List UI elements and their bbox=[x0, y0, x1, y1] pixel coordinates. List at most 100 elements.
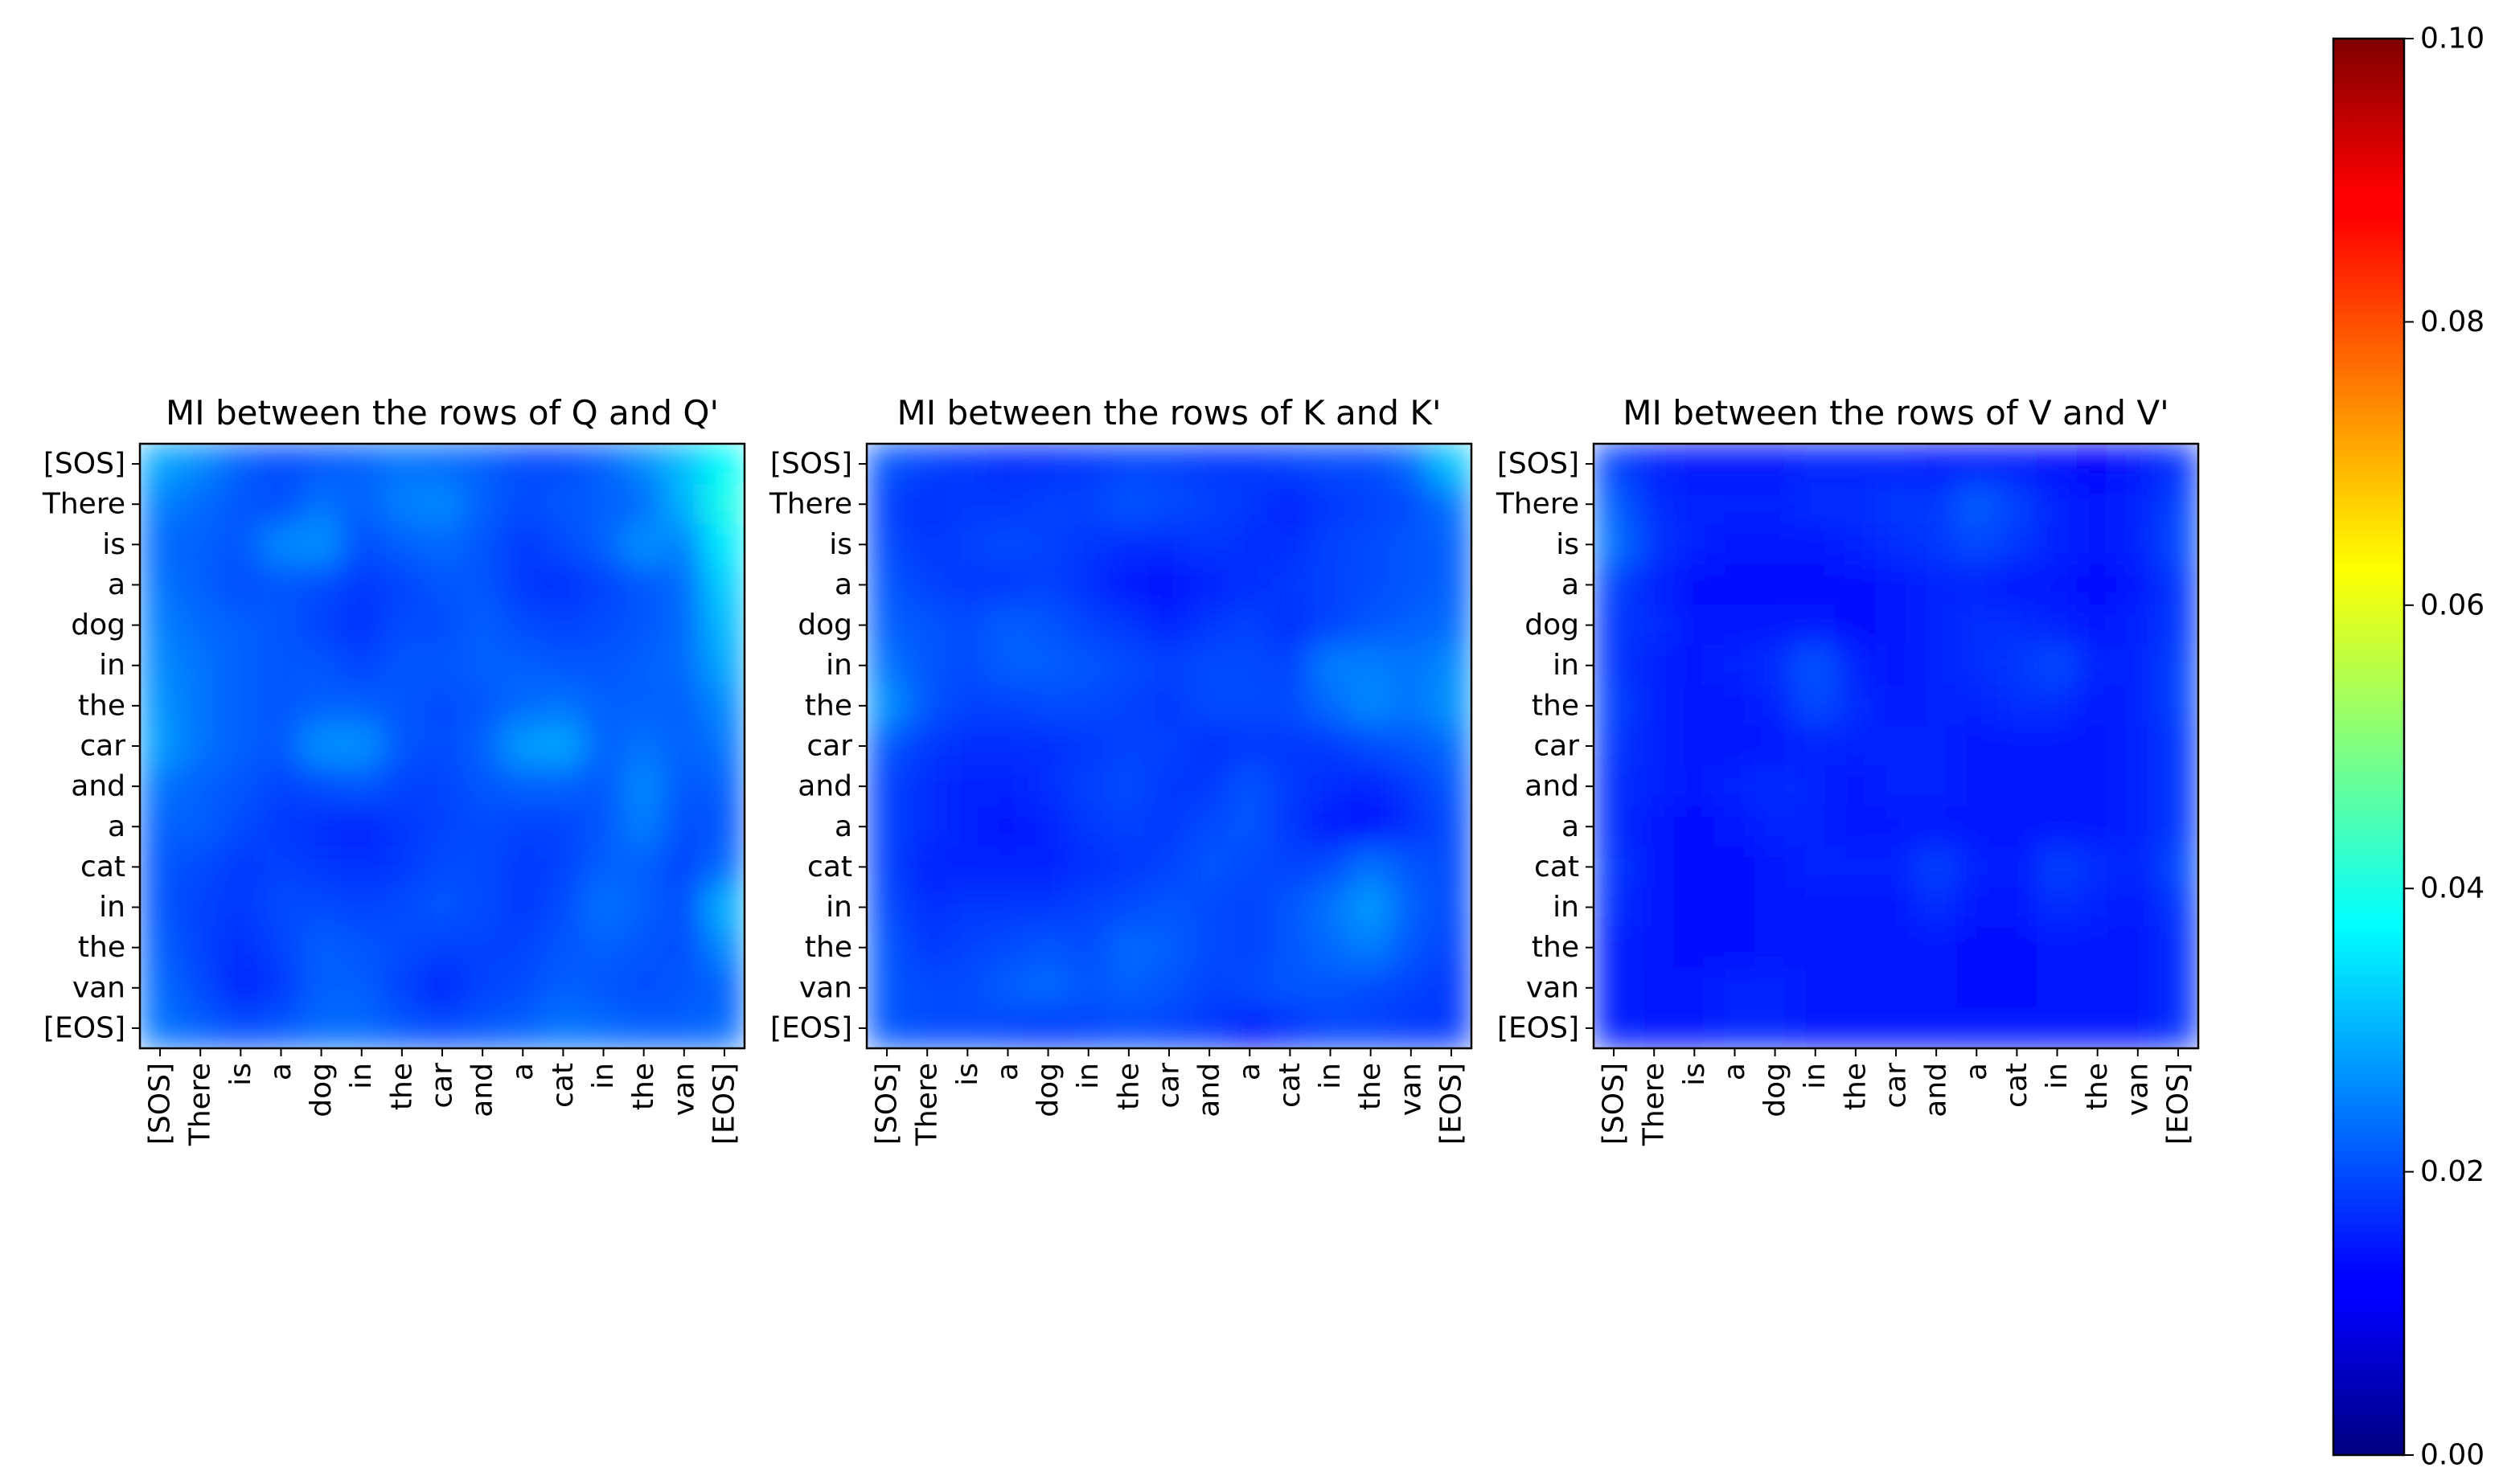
heatmap-cell bbox=[1108, 927, 1150, 969]
heatmap-cell bbox=[906, 483, 948, 525]
y-tick-label: car bbox=[80, 730, 125, 763]
heatmap-cell bbox=[1835, 444, 1877, 485]
heatmap-cell bbox=[1229, 725, 1270, 767]
heatmap-cell bbox=[1350, 564, 1392, 606]
y-tick-label: the bbox=[1532, 689, 1579, 722]
heatmap-cell bbox=[1633, 1007, 1675, 1048]
heatmap-cell bbox=[1269, 523, 1311, 565]
heatmap-cell bbox=[2157, 1007, 2198, 1048]
heatmap-cell bbox=[1875, 1007, 1917, 1048]
y-tick-label: [SOS] bbox=[43, 448, 125, 481]
y-tick-label: a bbox=[108, 810, 125, 843]
x-tick-label: is bbox=[224, 1063, 257, 1086]
heatmap-cell bbox=[462, 605, 503, 646]
heatmap-cell bbox=[1028, 725, 1069, 767]
x-tick-label: [EOS] bbox=[1434, 1063, 1467, 1145]
heatmap-cell bbox=[1028, 483, 1069, 525]
heatmap-cell bbox=[2036, 967, 2078, 1009]
heatmap-cell bbox=[623, 806, 665, 847]
heatmap-cell bbox=[867, 846, 908, 888]
x-tick-label: cat bbox=[1274, 1063, 1307, 1108]
heatmap-cell bbox=[1430, 685, 1471, 727]
y-tick-label: and bbox=[1524, 770, 1579, 803]
heatmap-cell bbox=[2036, 1007, 2078, 1048]
heatmap-cell bbox=[1875, 806, 1917, 847]
heatmap-cell bbox=[1673, 927, 1715, 969]
heatmap-cell bbox=[1188, 846, 1230, 888]
heatmap-cell bbox=[140, 967, 181, 1009]
heatmap-cell bbox=[220, 806, 261, 847]
heatmap-cell bbox=[946, 967, 988, 1009]
heatmap-cell bbox=[1915, 765, 1957, 807]
colorbar-tick-label: 0.02 bbox=[2420, 1155, 2485, 1188]
heatmap-cell bbox=[1229, 967, 1270, 1009]
x-tick-label: a bbox=[1960, 1063, 1993, 1080]
heatmap-cell bbox=[1028, 645, 1069, 687]
heatmap-cell bbox=[1028, 685, 1069, 727]
heatmap-cell bbox=[301, 605, 343, 646]
heatmap-cell bbox=[1875, 483, 1917, 525]
heatmap-cell bbox=[1673, 725, 1715, 767]
heatmap-cell bbox=[987, 564, 1029, 606]
heatmap-cell bbox=[2036, 886, 2078, 929]
y-tick-label: There bbox=[769, 488, 852, 521]
heatmap-cell bbox=[1713, 725, 1756, 767]
heatmap-cell bbox=[179, 967, 221, 1009]
heatmap-cell bbox=[582, 725, 625, 767]
heatmap-cell bbox=[1795, 967, 1836, 1009]
heatmap-cell bbox=[2077, 605, 2119, 646]
heatmap-cell bbox=[867, 967, 908, 1009]
x-tick-label: dog bbox=[305, 1063, 338, 1117]
heatmap-cell bbox=[179, 523, 221, 565]
heatmap-cell bbox=[663, 605, 705, 646]
heatmap-cell bbox=[1594, 806, 1635, 847]
heatmap-cell bbox=[462, 765, 503, 807]
heatmap-cell bbox=[906, 886, 948, 929]
heatmap-cell bbox=[220, 846, 261, 888]
heatmap-cell bbox=[1148, 846, 1190, 888]
heatmap-cell bbox=[502, 725, 544, 767]
heatmap-cell bbox=[1875, 886, 1917, 929]
heatmap-cell bbox=[1835, 1007, 1877, 1048]
heatmap-cell bbox=[1229, 564, 1270, 606]
heatmap-cell bbox=[704, 1007, 745, 1048]
heatmap-cell bbox=[462, 725, 503, 767]
heatmap-cell bbox=[1875, 725, 1917, 767]
heatmap-cell bbox=[2077, 685, 2119, 727]
x-tick-label: There bbox=[184, 1063, 217, 1146]
heatmap-cell bbox=[1713, 765, 1756, 807]
x-tick-label: dog bbox=[1758, 1063, 1791, 1117]
heatmap-cell bbox=[1028, 1007, 1069, 1048]
heatmap-cell bbox=[1108, 444, 1150, 485]
heatmap-cell bbox=[140, 605, 181, 646]
heatmap-cell bbox=[179, 725, 221, 767]
heatmap-cell bbox=[1309, 645, 1352, 687]
heatmap-cell bbox=[2077, 806, 2119, 847]
heatmap-cell bbox=[1835, 685, 1877, 727]
heatmap-cell bbox=[1068, 1007, 1110, 1048]
heatmap-cell bbox=[1430, 564, 1471, 606]
heatmap-cell bbox=[542, 967, 584, 1009]
heatmap-cell bbox=[2077, 645, 2119, 687]
y-tick-label: van bbox=[72, 971, 125, 1004]
x-tick-label: in bbox=[1799, 1063, 1832, 1089]
heatmap-cell bbox=[542, 645, 584, 687]
heatmap-cell bbox=[867, 523, 908, 565]
heatmap-cell bbox=[341, 444, 383, 485]
heatmap-cell bbox=[140, 725, 181, 767]
x-tick-label: a bbox=[1718, 1063, 1751, 1080]
heatmap-cell bbox=[1633, 806, 1675, 847]
heatmap-cell bbox=[663, 1007, 705, 1048]
heatmap-cell bbox=[1430, 806, 1471, 847]
heatmap-cell bbox=[1390, 1007, 1432, 1048]
heatmap-cell bbox=[179, 605, 221, 646]
heatmap-cell bbox=[542, 806, 584, 847]
heatmap-cell bbox=[1955, 967, 1997, 1009]
heatmap-cell bbox=[1108, 846, 1150, 888]
heatmap-cell bbox=[1028, 523, 1069, 565]
heatmap-cell bbox=[623, 927, 665, 969]
heatmap-cell bbox=[1915, 483, 1957, 525]
heatmap-cell bbox=[2157, 765, 2198, 807]
heatmap-cell bbox=[301, 725, 343, 767]
heatmap-cell bbox=[542, 725, 584, 767]
